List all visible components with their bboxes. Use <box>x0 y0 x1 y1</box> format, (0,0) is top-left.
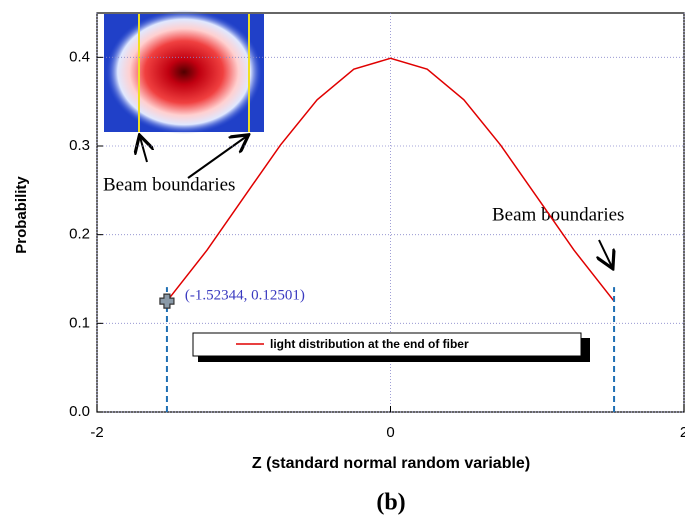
data-point <box>159 293 175 309</box>
arrow <box>599 239 612 267</box>
annotation: Beam boundaries <box>492 204 624 225</box>
legend-label: light distribution at the end of fiber <box>270 337 469 351</box>
arrow <box>140 137 147 163</box>
y-tick-label: 0.1 <box>69 314 90 331</box>
y-tick-label: 0.4 <box>69 48 90 65</box>
point-label: (-1.52344, 0.12501) <box>185 288 305 304</box>
y-tick-label: 0.2 <box>69 226 90 243</box>
line-series <box>166 57 615 302</box>
x-axis-label: Z (standard normal random variable) <box>252 455 530 472</box>
y-tick-label: 0.3 <box>69 137 90 154</box>
beam-image <box>104 10 264 134</box>
x-tick-label: 0 <box>386 424 394 441</box>
y-axis-label: Probability <box>13 176 30 254</box>
arrow <box>187 136 247 179</box>
x-tick-label: -2 <box>90 424 103 441</box>
x-tick-label: 2 <box>680 424 685 441</box>
annotation: Beam boundaries <box>103 174 235 195</box>
legend: light distribution at the end of fiber <box>192 332 590 362</box>
caption: (b) <box>376 490 405 516</box>
y-tick-label: 0.0 <box>69 403 90 420</box>
